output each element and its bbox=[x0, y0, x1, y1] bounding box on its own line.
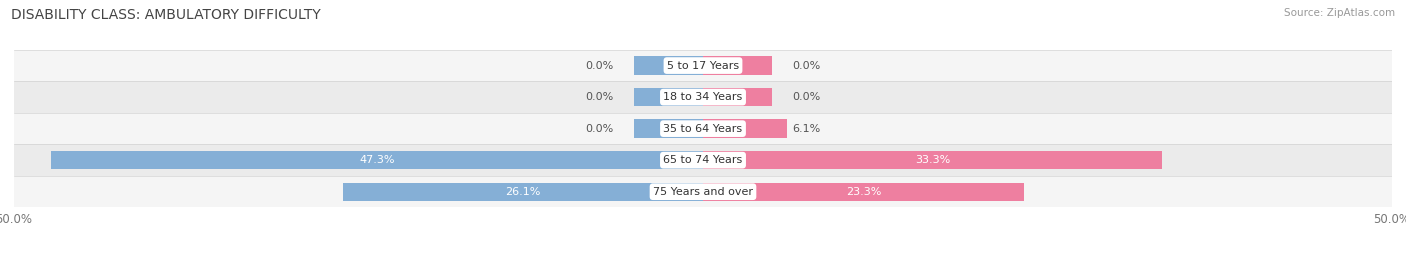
Bar bbox=[343, 183, 703, 201]
Text: 26.1%: 26.1% bbox=[506, 187, 541, 197]
Text: 6.1%: 6.1% bbox=[793, 124, 821, 134]
Bar bbox=[634, 120, 703, 138]
Bar bbox=[14, 144, 1392, 176]
Text: 18 to 34 Years: 18 to 34 Years bbox=[664, 92, 742, 102]
Text: 0.0%: 0.0% bbox=[585, 124, 613, 134]
Bar bbox=[51, 151, 703, 169]
Bar bbox=[634, 57, 703, 75]
Text: DISABILITY CLASS: AMBULATORY DIFFICULTY: DISABILITY CLASS: AMBULATORY DIFFICULTY bbox=[11, 8, 321, 22]
Bar bbox=[703, 151, 1161, 169]
Text: 35 to 64 Years: 35 to 64 Years bbox=[664, 124, 742, 134]
Text: Source: ZipAtlas.com: Source: ZipAtlas.com bbox=[1284, 8, 1395, 18]
Text: 47.3%: 47.3% bbox=[360, 155, 395, 165]
Text: 0.0%: 0.0% bbox=[585, 61, 613, 70]
Bar bbox=[14, 176, 1392, 207]
Text: 0.0%: 0.0% bbox=[793, 92, 821, 102]
Bar bbox=[634, 88, 703, 106]
Bar bbox=[14, 113, 1392, 144]
Bar bbox=[703, 57, 772, 75]
Text: 0.0%: 0.0% bbox=[793, 61, 821, 70]
Text: 5 to 17 Years: 5 to 17 Years bbox=[666, 61, 740, 70]
Bar bbox=[703, 183, 1024, 201]
Bar bbox=[703, 120, 787, 138]
Text: 0.0%: 0.0% bbox=[585, 92, 613, 102]
Bar bbox=[14, 50, 1392, 81]
Text: 23.3%: 23.3% bbox=[846, 187, 882, 197]
Bar bbox=[703, 88, 772, 106]
Text: 65 to 74 Years: 65 to 74 Years bbox=[664, 155, 742, 165]
Text: 33.3%: 33.3% bbox=[915, 155, 950, 165]
Text: 75 Years and over: 75 Years and over bbox=[652, 187, 754, 197]
Bar bbox=[14, 81, 1392, 113]
